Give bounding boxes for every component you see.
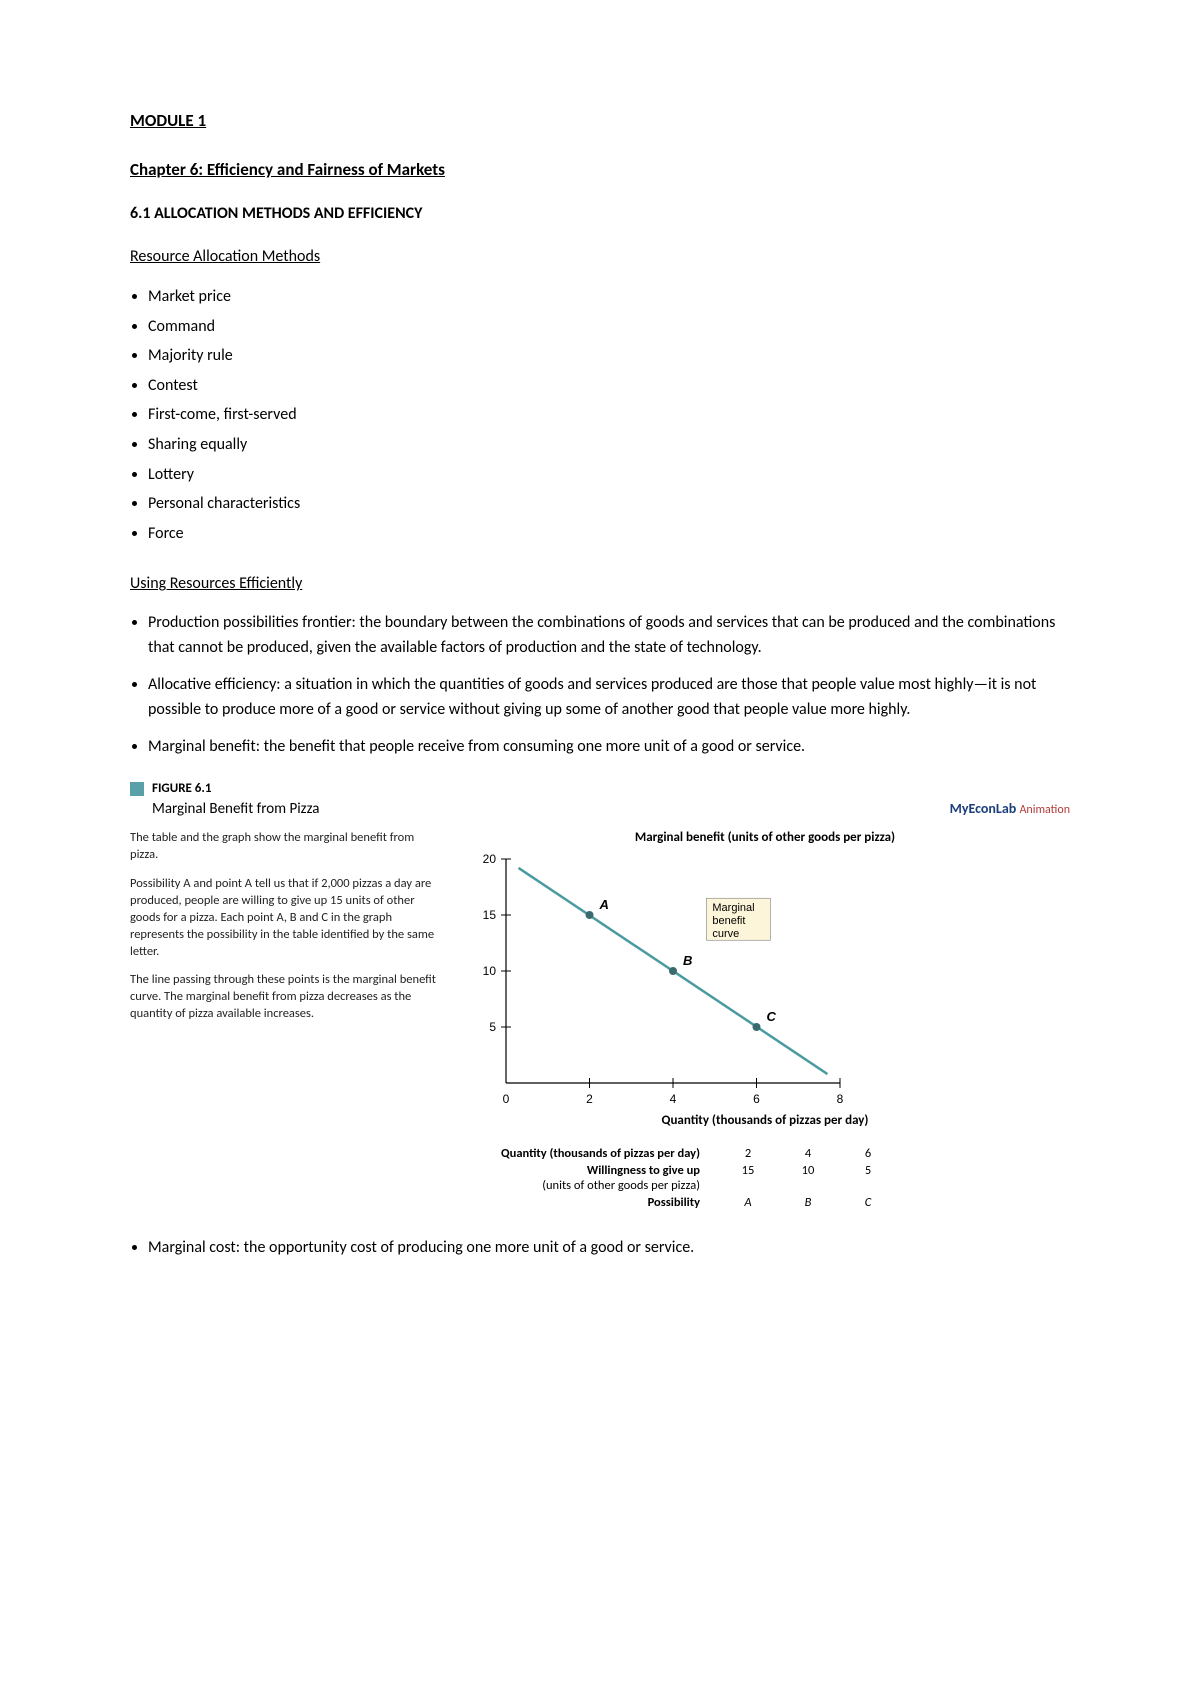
allocation-methods-list: Market price Command Majority rule Conte…	[148, 284, 1070, 546]
figure-header: FIGURE 6.1	[130, 781, 1070, 796]
marginal-benefit-chart: 5 10 15 20 0 2 4 6 8 A B C Marginalbenefitcurve	[460, 851, 860, 1111]
svg-text:8: 8	[837, 1092, 844, 1106]
svg-text:0: 0	[503, 1092, 510, 1106]
svg-text:2: 2	[586, 1092, 593, 1106]
svg-text:6: 6	[753, 1092, 760, 1106]
chart-y-axis-title: Marginal benefit (units of other goods p…	[460, 830, 1070, 845]
figure-6-1: FIGURE 6.1 Marginal Benefit from Pizza M…	[130, 781, 1070, 1210]
figure-paragraph: Possibility A and point A tell us that i…	[130, 876, 440, 960]
figure-paragraph: The table and the graph show the margina…	[130, 830, 440, 864]
brand-suffix: Animation	[1019, 803, 1070, 817]
figure-title: Marginal Benefit from Pizza	[152, 800, 319, 818]
table-cell: 4	[778, 1146, 838, 1161]
figure-chart-area: Marginal benefit (units of other goods p…	[460, 830, 1070, 1128]
table-row: Willingness to give up (units of other g…	[425, 1163, 1070, 1193]
table-row: Possibility A B C	[425, 1195, 1070, 1210]
figure-paragraph: The line passing through these points is…	[130, 972, 440, 1023]
table-cell: 2	[718, 1146, 778, 1161]
table-row: Quantity (thousands of pizzas per day) 2…	[425, 1146, 1070, 1161]
final-bullet-list: Marginal cost: the opportunity cost of p…	[148, 1236, 1070, 1261]
list-item: Marginal benefit: the benefit that peopl…	[148, 735, 1070, 760]
table-row-label: Willingness to give up (units of other g…	[425, 1163, 718, 1193]
section-heading: 6.1 ALLOCATION METHODS AND EFFICIENCY	[130, 204, 1070, 223]
table-label-sub: (units of other goods per pizza)	[425, 1178, 700, 1193]
list-item: Contest	[148, 373, 1070, 399]
subheading-allocation: Resource Allocation Methods	[130, 247, 1070, 266]
figure-bullet-icon	[130, 782, 144, 796]
list-item: Majority rule	[148, 343, 1070, 369]
table-cell: 6	[838, 1146, 898, 1161]
svg-text:5: 5	[489, 1020, 496, 1034]
svg-text:10: 10	[483, 964, 497, 978]
list-item: Allocative efficiency: a situation in wh…	[148, 673, 1070, 723]
figure-title-row: Marginal Benefit from Pizza MyEconLab An…	[152, 800, 1070, 818]
figure-label: FIGURE 6.1	[152, 781, 211, 796]
figure-data-table: Quantity (thousands of pizzas per day) 2…	[425, 1146, 1070, 1210]
svg-text:15: 15	[483, 908, 497, 922]
brand-text: MyEconLab	[950, 800, 1017, 817]
chart-x-axis-title: Quantity (thousands of pizzas per day)	[460, 1113, 1070, 1128]
table-label-main: Willingness to give up	[587, 1163, 700, 1178]
table-cell: 15	[718, 1163, 778, 1178]
list-item: Production possibilities frontier: the b…	[148, 611, 1070, 661]
subheading-resources: Using Resources Efficiently	[130, 574, 1070, 593]
svg-text:A: A	[599, 897, 609, 912]
figure-body: The table and the graph show the margina…	[130, 830, 1070, 1128]
list-item: Command	[148, 314, 1070, 340]
svg-text:B: B	[683, 953, 692, 968]
svg-text:benefit: benefit	[712, 916, 745, 928]
figure-description: The table and the graph show the margina…	[130, 830, 440, 1128]
table-row-label: Possibility	[425, 1195, 718, 1210]
table-cell: C	[838, 1195, 898, 1210]
table-cell: 10	[778, 1163, 838, 1178]
svg-text:C: C	[767, 1009, 777, 1024]
svg-text:4: 4	[670, 1092, 677, 1106]
list-item: Sharing equally	[148, 432, 1070, 458]
table-cell: A	[718, 1195, 778, 1210]
definitions-list: Production possibilities frontier: the b…	[148, 611, 1070, 759]
svg-text:20: 20	[483, 852, 497, 866]
svg-text:curve: curve	[712, 929, 739, 941]
list-item: Lottery	[148, 462, 1070, 488]
myeconlab-badge: MyEconLab Animation	[950, 800, 1070, 817]
table-row-label: Quantity (thousands of pizzas per day)	[425, 1146, 718, 1161]
table-cell: 5	[838, 1163, 898, 1178]
chapter-heading: Chapter 6: Efficiency and Fairness of Ma…	[130, 159, 1070, 180]
table-cell: B	[778, 1195, 838, 1210]
list-item: Personal characteristics	[148, 491, 1070, 517]
list-item: Market price	[148, 284, 1070, 310]
list-item: Marginal cost: the opportunity cost of p…	[148, 1236, 1070, 1261]
list-item: Force	[148, 521, 1070, 547]
list-item: First-come, first-served	[148, 402, 1070, 428]
module-heading: MODULE 1	[130, 110, 1070, 131]
document-page: MODULE 1 Chapter 6: Efficiency and Fairn…	[0, 0, 1200, 1698]
svg-text:Marginal: Marginal	[712, 903, 754, 915]
